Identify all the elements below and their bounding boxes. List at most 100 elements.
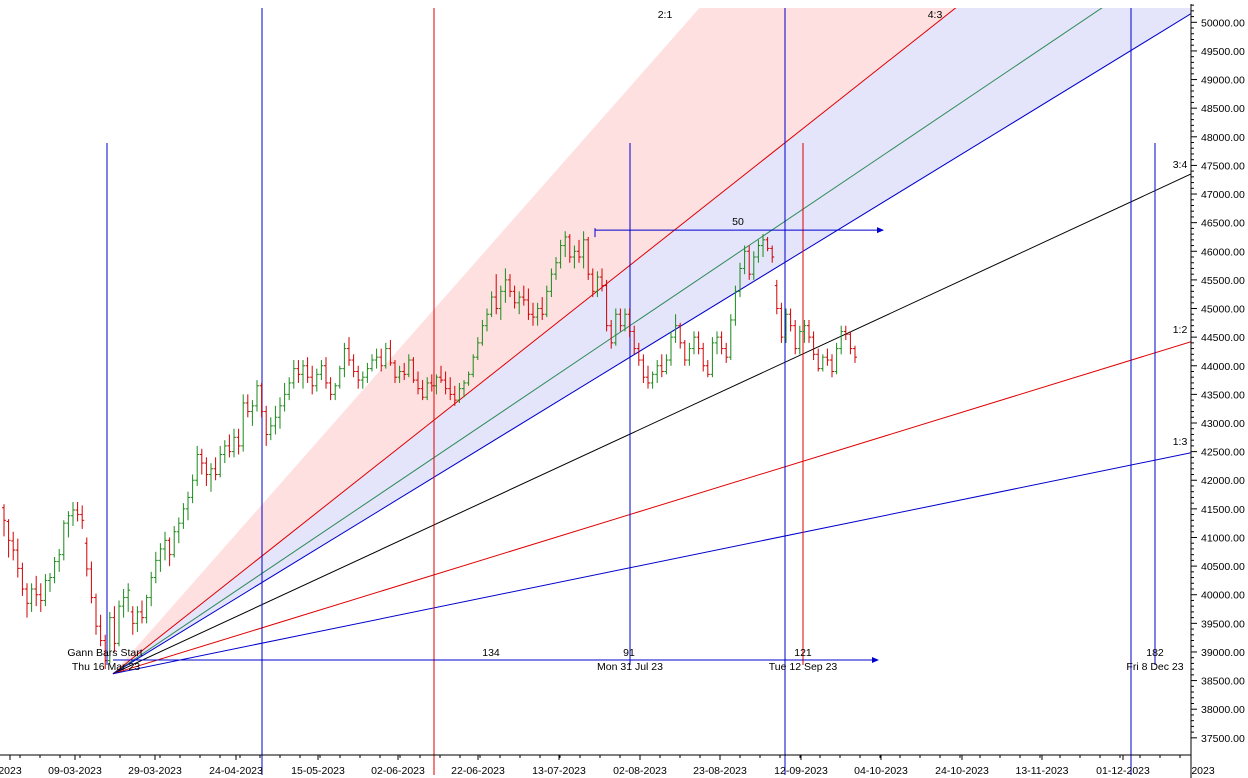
ohlc-bar[interactable]	[738, 262, 742, 298]
ohlc-bar[interactable]	[696, 331, 701, 355]
ohlc-bar[interactable]	[439, 365, 443, 383]
ohlc-bar[interactable]	[788, 308, 793, 332]
ohlc-bar[interactable]	[268, 417, 273, 441]
ohlc-bar[interactable]	[655, 360, 660, 383]
ohlc-bar[interactable]	[710, 337, 715, 378]
ohlc-bar[interactable]	[646, 365, 650, 389]
ohlc-bar[interactable]	[43, 574, 48, 607]
ohlc-bar[interactable]	[402, 362, 407, 381]
ohlc-bar[interactable]	[71, 501, 75, 527]
ohlc-bar[interactable]	[181, 503, 186, 529]
ohlc-bar[interactable]	[673, 314, 678, 343]
ohlc-bar[interactable]	[241, 394, 246, 452]
ohlc-bar[interactable]	[319, 360, 324, 381]
ohlc-bar[interactable]	[278, 397, 282, 429]
ohlc-bar[interactable]	[66, 511, 71, 538]
ohlc-bar[interactable]	[370, 354, 374, 372]
ohlc-bar[interactable]	[25, 583, 29, 618]
ohlc-bar[interactable]	[301, 360, 305, 389]
ohlc-bar[interactable]	[135, 606, 140, 632]
ohlc-bar[interactable]	[98, 614, 103, 647]
ohlc-bar[interactable]	[282, 382, 287, 412]
ohlc-bar[interactable]	[577, 239, 581, 263]
ohlc-bar[interactable]	[273, 405, 278, 435]
ohlc-bar[interactable]	[52, 556, 57, 584]
ohlc-bar[interactable]	[232, 428, 236, 458]
ohlc-bar[interactable]	[604, 279, 609, 332]
ohlc-bar[interactable]	[218, 445, 223, 478]
ohlc-bar[interactable]	[586, 236, 591, 280]
price-axis[interactable]: 37500.00 38000.00 38500.00 39000.00 39500.00…	[1190, 4, 1245, 778]
ohlc-bar[interactable]	[167, 537, 172, 567]
ohlc-bar[interactable]	[535, 302, 540, 326]
ohlc-bar[interactable]	[512, 285, 517, 309]
ohlc-bar[interactable]	[531, 302, 535, 326]
ohlc-bar[interactable]	[609, 319, 614, 349]
ohlc-bar[interactable]	[103, 634, 108, 670]
ohlc-bar[interactable]	[11, 531, 16, 561]
ohlc-bar[interactable]	[623, 308, 627, 332]
ohlc-bar[interactable]	[613, 308, 618, 346]
ohlc-bar[interactable]	[264, 405, 269, 446]
ohlc-bar[interactable]	[567, 234, 572, 263]
ohlc-bar[interactable]	[222, 440, 227, 464]
ohlc-bar[interactable]	[342, 342, 347, 378]
ohlc-bar[interactable]	[429, 374, 434, 392]
ohlc-bar[interactable]	[498, 285, 503, 320]
ohlc-bar[interactable]	[784, 308, 788, 343]
ohlc-bar[interactable]	[117, 600, 121, 647]
ohlc-bar[interactable]	[34, 575, 39, 607]
ohlc-bar[interactable]	[448, 377, 453, 401]
ohlc-bar[interactable]	[195, 445, 200, 486]
ohlc-bar[interactable]	[163, 531, 167, 561]
ohlc-bar[interactable]	[2, 504, 6, 537]
ohlc-bar[interactable]	[705, 360, 710, 378]
ohlc-bar[interactable]	[641, 354, 646, 383]
date-axis[interactable]: 2023 09-03-2023 29-03-2023 24-04-2023 15-05-…	[0, 754, 1215, 777]
ohlc-bar[interactable]	[544, 285, 549, 318]
ohlc-bar[interactable]	[820, 354, 825, 372]
ohlc-bar[interactable]	[452, 385, 457, 406]
ohlc-bar[interactable]	[126, 583, 131, 612]
ohlc-bar[interactable]	[213, 457, 218, 481]
ohlc-bar[interactable]	[581, 231, 586, 269]
ohlc-bar[interactable]	[356, 365, 361, 389]
ohlc-bar[interactable]	[61, 520, 66, 561]
ohlc-bar[interactable]	[618, 308, 623, 332]
ohlc-bar[interactable]	[153, 551, 158, 584]
ohlc-bar[interactable]	[374, 348, 379, 369]
ohlc-bar[interactable]	[351, 354, 356, 378]
ohlc-bar[interactable]	[190, 474, 195, 504]
ohlc-bar[interactable]	[549, 268, 554, 298]
ohlc-bar[interactable]	[121, 589, 126, 618]
ohlc-bar[interactable]	[333, 382, 338, 401]
ohlc-bar[interactable]	[765, 236, 770, 252]
ohlc-bar[interactable]	[793, 319, 798, 355]
ohlc-bar[interactable]	[779, 302, 784, 343]
ohlc-bar[interactable]	[466, 371, 471, 386]
ohlc-bar[interactable]	[508, 274, 512, 298]
ohlc-bar[interactable]	[158, 543, 163, 572]
ohlc-bar[interactable]	[595, 271, 600, 298]
ohlc-bar[interactable]	[742, 245, 747, 275]
ohlc-bar[interactable]	[15, 538, 20, 578]
ohlc-bar[interactable]	[728, 314, 733, 361]
ohlc-bar[interactable]	[503, 268, 508, 303]
ohlc-bar[interactable]	[80, 505, 85, 529]
ohlc-bar[interactable]	[480, 319, 485, 346]
ohlc-bar[interactable]	[636, 342, 641, 366]
ohlc-bar[interactable]	[830, 354, 834, 378]
price-bars[interactable]	[2, 231, 857, 670]
ohlc-bar[interactable]	[678, 322, 683, 349]
ohlc-bar[interactable]	[475, 337, 480, 361]
ohlc-bar[interactable]	[393, 360, 397, 383]
ohlc-bar[interactable]	[6, 519, 11, 558]
ohlc-bar[interactable]	[130, 606, 135, 635]
ohlc-bar[interactable]	[563, 231, 568, 257]
ohlc-bar[interactable]	[650, 371, 655, 389]
ohlc-bar[interactable]	[494, 274, 499, 315]
ohlc-bar[interactable]	[75, 501, 80, 522]
ohlc-bar[interactable]	[558, 239, 563, 269]
ohlc-bar[interactable]	[89, 561, 94, 604]
ohlc-bar[interactable]	[687, 342, 692, 366]
